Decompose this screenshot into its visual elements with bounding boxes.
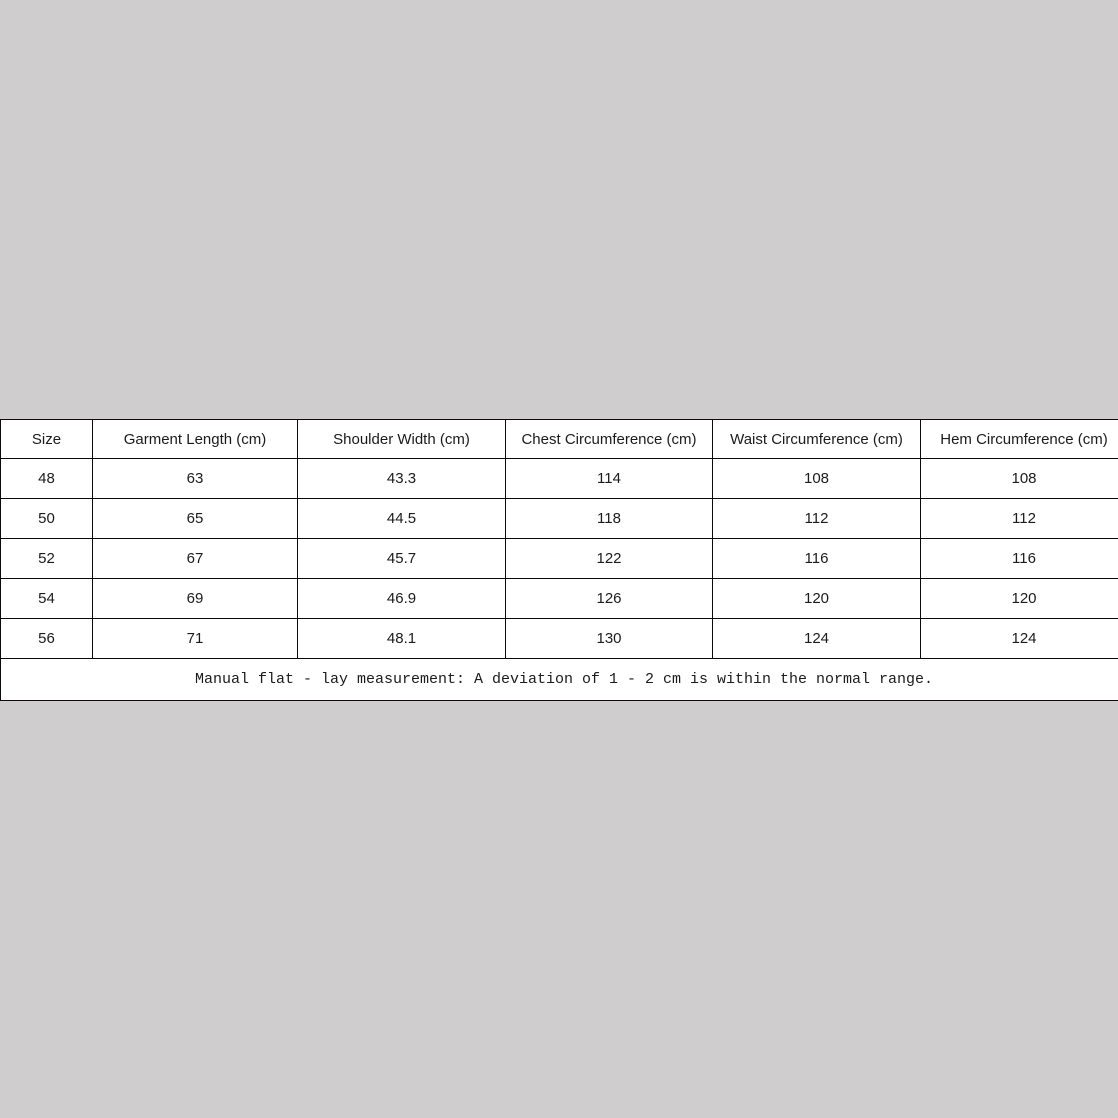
cell-size: 48 [0,458,93,499]
cell-chest-circumference: 126 [505,578,713,619]
cell-chest-circumference: 118 [505,498,713,539]
cell-garment-length: 69 [92,578,298,619]
cell-shoulder-width: 48.1 [297,618,506,659]
cell-hem-circumference: 124 [920,618,1118,659]
cell-garment-length: 71 [92,618,298,659]
column-header-shoulder-width: Shoulder Width (cm) [297,419,506,459]
cell-waist-circumference: 116 [712,538,921,579]
cell-waist-circumference: 108 [712,458,921,499]
table-row-size-54: 54 69 46.9 126 120 120 [0,578,1118,619]
cell-size: 52 [0,538,93,579]
cell-garment-length: 63 [92,458,298,499]
column-header-size: Size [0,419,93,459]
table-row-size-48: 48 63 43.3 114 108 108 [0,458,1118,499]
cell-shoulder-width: 45.7 [297,538,506,579]
cell-hem-circumference: 108 [920,458,1118,499]
cell-hem-circumference: 112 [920,498,1118,539]
measurement-note: Manual flat - lay measurement: A deviati… [0,658,1118,701]
cell-chest-circumference: 122 [505,538,713,579]
column-header-hem-circumference: Hem Circumference (cm) [920,419,1118,459]
cell-size: 54 [0,578,93,619]
table-row-size-52: 52 67 45.7 122 116 116 [0,538,1118,579]
cell-chest-circumference: 130 [505,618,713,659]
cell-waist-circumference: 120 [712,578,921,619]
size-chart-table: Size Garment Length (cm) Shoulder Width … [0,419,1118,701]
column-header-garment-length: Garment Length (cm) [92,419,298,459]
header-row: Size Garment Length (cm) Shoulder Width … [0,419,1118,459]
table-row-size-56: 56 71 48.1 130 124 124 [0,618,1118,659]
note-row: Manual flat - lay measurement: A deviati… [0,658,1118,701]
table-row-size-50: 50 65 44.5 118 112 112 [0,498,1118,539]
column-header-waist-circumference: Waist Circumference (cm) [712,419,921,459]
cell-waist-circumference: 112 [712,498,921,539]
size-chart-container: Size Garment Length (cm) Shoulder Width … [0,419,1118,701]
cell-shoulder-width: 44.5 [297,498,506,539]
cell-garment-length: 67 [92,538,298,579]
cell-shoulder-width: 46.9 [297,578,506,619]
cell-chest-circumference: 114 [505,458,713,499]
cell-shoulder-width: 43.3 [297,458,506,499]
cell-garment-length: 65 [92,498,298,539]
cell-hem-circumference: 120 [920,578,1118,619]
cell-size: 50 [0,498,93,539]
column-header-chest-circumference: Chest Circumference (cm) [505,419,713,459]
cell-waist-circumference: 124 [712,618,921,659]
cell-size: 56 [0,618,93,659]
cell-hem-circumference: 116 [920,538,1118,579]
